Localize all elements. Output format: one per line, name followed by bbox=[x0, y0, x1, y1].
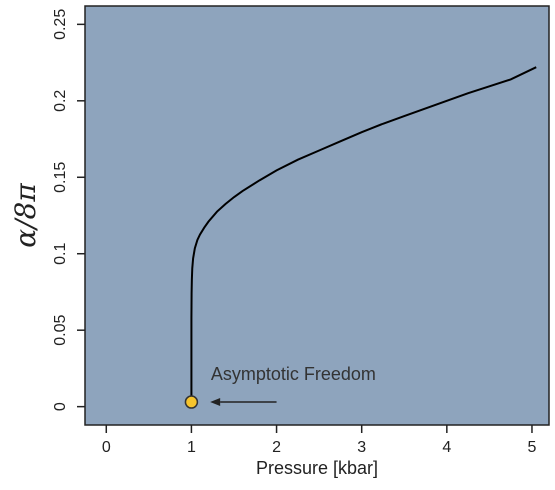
y-tick-label: 0.05 bbox=[52, 315, 69, 346]
y-tick-label: 0.25 bbox=[52, 9, 69, 40]
axes: 0 1 2 3 4 5 0 0.05 0.1 0.15 0.2 0.25 bbox=[52, 9, 537, 456]
y-tick-label: 0.2 bbox=[52, 90, 69, 112]
x-tick-label: 5 bbox=[528, 439, 537, 456]
annotation-arrow-head bbox=[210, 398, 221, 407]
series-line bbox=[190, 66, 537, 403]
x-tick-label: 3 bbox=[357, 439, 366, 456]
x-tick-label: 0 bbox=[102, 439, 111, 456]
annotation-label: Asymptotic Freedom bbox=[211, 364, 376, 384]
y-tick-label: 0.15 bbox=[52, 162, 69, 193]
x-tick-label: 2 bbox=[272, 439, 281, 456]
annotation bbox=[210, 398, 277, 407]
plot-background bbox=[84, 5, 550, 426]
y-axis-title: α/8π bbox=[9, 183, 42, 248]
x-tick-label: 1 bbox=[187, 439, 196, 456]
x-tick-label: 4 bbox=[442, 439, 451, 456]
x-axis-title: Pressure [kbar] bbox=[256, 458, 378, 478]
asymptotic-freedom-marker bbox=[184, 395, 199, 409]
y-tick-label: 0.1 bbox=[52, 243, 69, 265]
y-tick-label: 0 bbox=[52, 402, 69, 411]
